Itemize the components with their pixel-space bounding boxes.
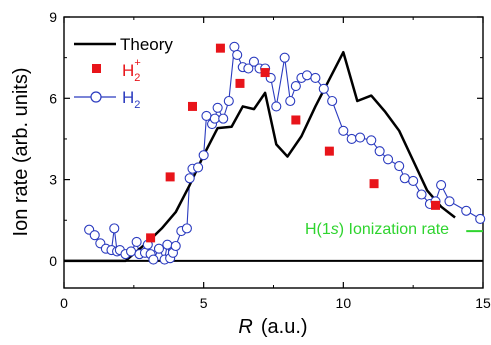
h2-point <box>243 63 254 74</box>
h2-point <box>355 132 366 143</box>
legend-h2plus-base: H <box>122 61 134 80</box>
h2-point <box>346 133 357 144</box>
y-axis-title: Ion rate (arb. units) <box>10 68 32 237</box>
legend-h2-base: H <box>122 88 134 107</box>
h2-point <box>310 72 321 84</box>
h2plus-point <box>165 172 175 182</box>
h2-point <box>399 173 410 184</box>
h2-point <box>170 240 181 252</box>
h2-point <box>271 101 282 112</box>
h2-point <box>436 179 447 191</box>
h2-point <box>444 196 455 207</box>
x-axis-variable: R <box>238 316 252 338</box>
h2-point <box>218 113 229 124</box>
x-tick-label: 15 <box>475 295 491 311</box>
legend-theory-label: Theory <box>120 35 173 54</box>
h2-point <box>181 223 192 234</box>
h2plus-point <box>187 101 197 111</box>
h2-point <box>232 49 243 60</box>
h2-point <box>223 95 234 107</box>
axis-ticks: 0 5 10 15 0 3 6 9 <box>49 9 491 311</box>
h2-point <box>109 223 120 234</box>
legend-h2plus-sup: + <box>134 57 140 69</box>
h2-point <box>198 150 209 161</box>
h2-point <box>374 146 385 157</box>
h2-point <box>475 213 486 224</box>
h2-point <box>461 205 472 216</box>
h2plus-point <box>146 233 156 243</box>
legend-h2-swatch-marker <box>90 91 102 103</box>
h2-point <box>279 52 290 63</box>
h2plus-point <box>324 146 334 156</box>
h1s-ionization-label: H(1s) Ionization rate <box>305 221 449 238</box>
h2-point <box>153 243 165 254</box>
h2plus-point <box>431 200 441 210</box>
h2plus-point <box>260 68 270 78</box>
h2-point <box>327 95 338 107</box>
annot-italic: s <box>331 221 339 238</box>
h2-point <box>301 70 313 81</box>
h2plus-point <box>369 179 379 189</box>
h2-point <box>416 189 427 200</box>
y-tick-label: 6 <box>49 90 57 106</box>
h2-point <box>148 254 159 265</box>
h2-point <box>125 246 137 257</box>
legend: Theory H2+ H2 <box>74 35 173 111</box>
h2plus-point <box>291 115 301 125</box>
theory-series-line <box>64 50 456 263</box>
x-axis-unit: (a.u.) <box>261 316 308 338</box>
h2-point <box>162 239 173 250</box>
annot-post: ) Ionization rate <box>339 221 449 238</box>
h2-point <box>382 154 394 165</box>
h2-point <box>318 83 329 94</box>
x-axis-title: R (a.u.) <box>238 316 307 338</box>
h2-point <box>184 173 195 184</box>
x-tick-label: 5 <box>200 295 208 311</box>
x-tick-label: 0 <box>60 295 68 311</box>
h2plus-point <box>215 43 225 53</box>
h2-point <box>201 110 212 121</box>
legend-h2-sub: 2 <box>134 99 140 111</box>
h2-point <box>285 95 296 107</box>
legend-h2plus-swatch <box>92 64 101 73</box>
h2-point <box>89 230 100 241</box>
annot-pre: H(1 <box>305 221 331 238</box>
h2-point <box>394 161 405 172</box>
h2-point <box>290 81 301 92</box>
h2-point <box>248 56 259 67</box>
h2-point <box>366 135 377 146</box>
h2-point <box>193 162 204 173</box>
y-tick-label: 0 <box>49 253 57 269</box>
legend-h2plus-label: H2 + <box>122 57 141 84</box>
h2-point <box>212 102 223 113</box>
plot-frame <box>63 16 484 289</box>
y-tick-label: 9 <box>49 9 57 25</box>
series-layer <box>64 41 486 265</box>
h2-point <box>131 236 142 247</box>
h2-point <box>338 125 349 136</box>
h2-point <box>209 113 220 124</box>
h2plus-point <box>235 78 245 88</box>
y-tick-label: 3 <box>49 172 57 188</box>
legend-h2-label: H2 <box>122 88 140 111</box>
legend-h2plus-sub: 2 <box>134 72 140 84</box>
x-tick-label: 10 <box>336 295 352 311</box>
h2-point <box>408 175 419 187</box>
